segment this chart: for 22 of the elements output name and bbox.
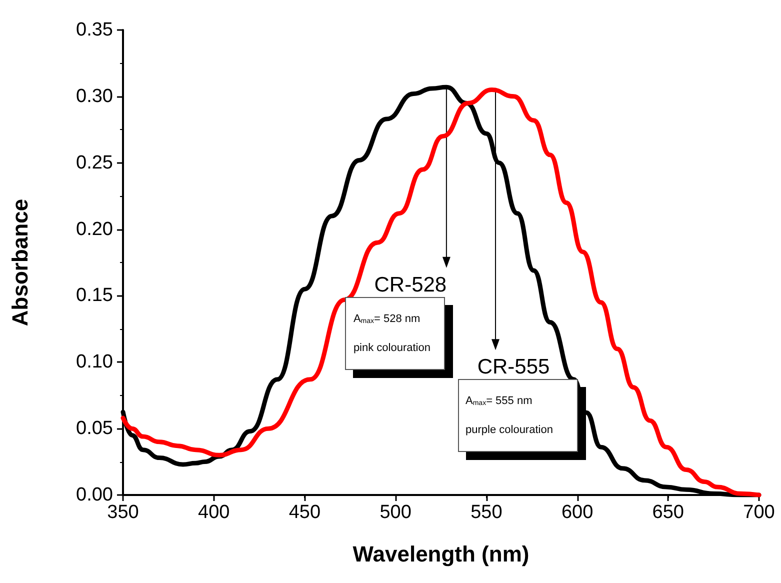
- y-tick-label: 0.30: [76, 86, 113, 107]
- y-tick-label: 0.25: [76, 152, 113, 174]
- annotation: A$_{max}$= 528 nm: [353, 312, 422, 327]
- y-tick-label: 0.05: [76, 418, 113, 440]
- y-tick-label: 0.10: [76, 352, 113, 373]
- x-tick-label: 600: [561, 502, 594, 523]
- y-axis-title: Absorbance: [8, 198, 32, 326]
- x-tick-label: 700: [743, 502, 775, 523]
- x-tick-label: 550: [470, 502, 502, 523]
- annotation: A$_{max}$= 555 nm: [466, 394, 534, 410]
- x-tick-label: 650: [652, 502, 684, 523]
- x-tick-label: 450: [288, 502, 321, 523]
- annotation: CR-555: [477, 356, 550, 379]
- annotation: CR-528: [374, 273, 447, 296]
- y-tick-label: 0.20: [76, 218, 113, 240]
- annotation: purple colouration: [466, 423, 554, 438]
- annotation: pink colouration: [353, 340, 432, 356]
- x-axis-title: Wavelength (nm): [352, 542, 530, 566]
- x-tick-label: 400: [198, 502, 230, 523]
- x-tick-label: 500: [380, 502, 412, 523]
- y-tick-label: 0.35: [76, 20, 113, 40]
- y-tick-label: 0.15: [76, 285, 113, 306]
